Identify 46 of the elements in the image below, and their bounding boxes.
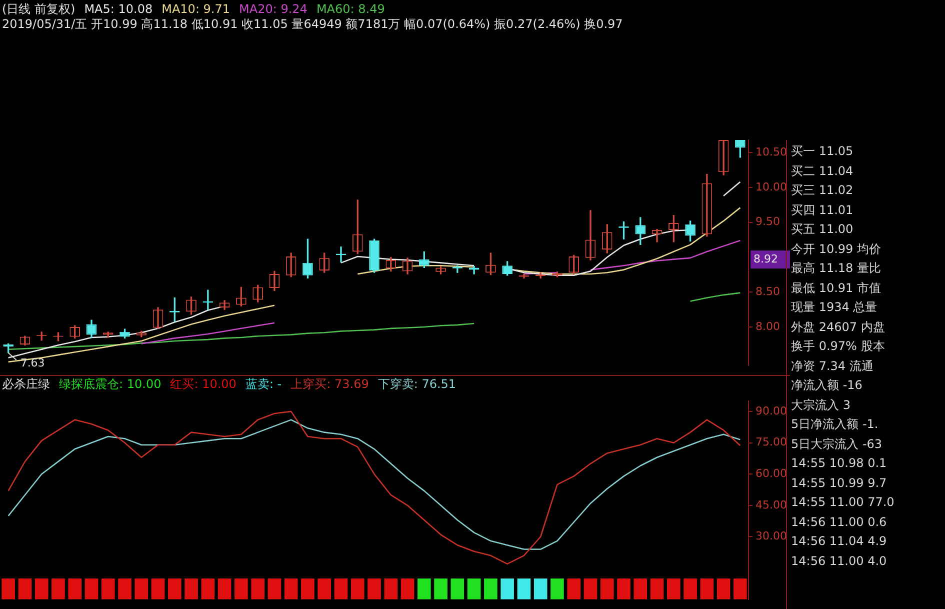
text: 14:55 10.99 9.7 bbox=[791, 474, 887, 492]
text: 大宗流入 3 bbox=[791, 396, 850, 414]
y-tick-label: 45.00 bbox=[756, 498, 788, 512]
chart-title: 必杀庄绿 bbox=[2, 377, 50, 391]
text: 最高 11.18 量比 bbox=[791, 260, 881, 277]
text: 14:55 11.00 77.0 bbox=[791, 494, 894, 511]
text: 最低 10.91 市值 bbox=[791, 280, 881, 296]
text: MA60: 8.49 bbox=[316, 2, 385, 16]
y-tick-label: 90.00 bbox=[756, 404, 788, 418]
y-tick-label: 30.00 bbox=[756, 530, 788, 543]
annotation: 7.63 bbox=[20, 356, 45, 370]
text: 买四 11.01 bbox=[791, 202, 854, 218]
text: 换手 0.97% 股本 bbox=[791, 338, 885, 355]
text: 现量 1934 总量 bbox=[791, 299, 878, 316]
text: 买一 11.05 bbox=[791, 143, 854, 160]
text: 5日大宗流入 -63 bbox=[791, 436, 882, 452]
chart-title: (日线 前复权) bbox=[2, 2, 76, 16]
y-tick-label: 10.00 bbox=[756, 180, 788, 194]
text: 5日净流入额 -1. bbox=[791, 416, 878, 433]
text: 14:56 11.04 4.9 bbox=[791, 533, 887, 550]
text: 买三 11.02 bbox=[791, 182, 854, 199]
y-tick-label: 9.50 bbox=[756, 215, 780, 228]
y-tick-label: 75.00 bbox=[756, 436, 788, 449]
text: MA10: 9.71 bbox=[162, 2, 230, 16]
y-tick-label: 60.00 bbox=[756, 466, 788, 480]
text: 外盘 24607 内盘 bbox=[791, 318, 885, 336]
text: 绿探底震仓: 10.00 bbox=[59, 377, 162, 391]
y-tick-label: 8.00 bbox=[756, 320, 780, 333]
series-label: 上穿买: 73.69 bbox=[290, 377, 369, 391]
y-tick-label: 10.50 bbox=[756, 145, 788, 158]
text: 净流入额 -16 bbox=[791, 377, 862, 394]
text: 下穿卖: 76.51 bbox=[378, 377, 456, 391]
chart-subtitle: 2019/05/31/五 开10.99 高11.18 低10.91 收11.05 量64949 额7181万 幅0.07(0.64%) 振0.27(2.46%) 换0.97 bbox=[2, 17, 623, 32]
text: 买五 11.00 bbox=[791, 221, 854, 238]
text: MA5: 10.08 bbox=[84, 2, 153, 16]
text: MA20: 9.24 bbox=[239, 2, 308, 16]
text: 今开 10.99 均价 bbox=[791, 240, 881, 258]
text: 14:55 10.98 0.1 bbox=[791, 455, 887, 472]
text: 净资 7.34 流通 bbox=[791, 358, 874, 374]
text: 8.92 bbox=[754, 252, 778, 266]
text: 蓝卖: - bbox=[245, 377, 282, 391]
text: 14:56 11.00 0.6 bbox=[791, 514, 887, 530]
text: 14:56 11.00 4.0 bbox=[791, 552, 887, 570]
text: 红买: 10.00 bbox=[170, 377, 236, 391]
y-tick-label: 8.50 bbox=[756, 284, 780, 298]
text: 买二 11.04 bbox=[791, 162, 854, 180]
